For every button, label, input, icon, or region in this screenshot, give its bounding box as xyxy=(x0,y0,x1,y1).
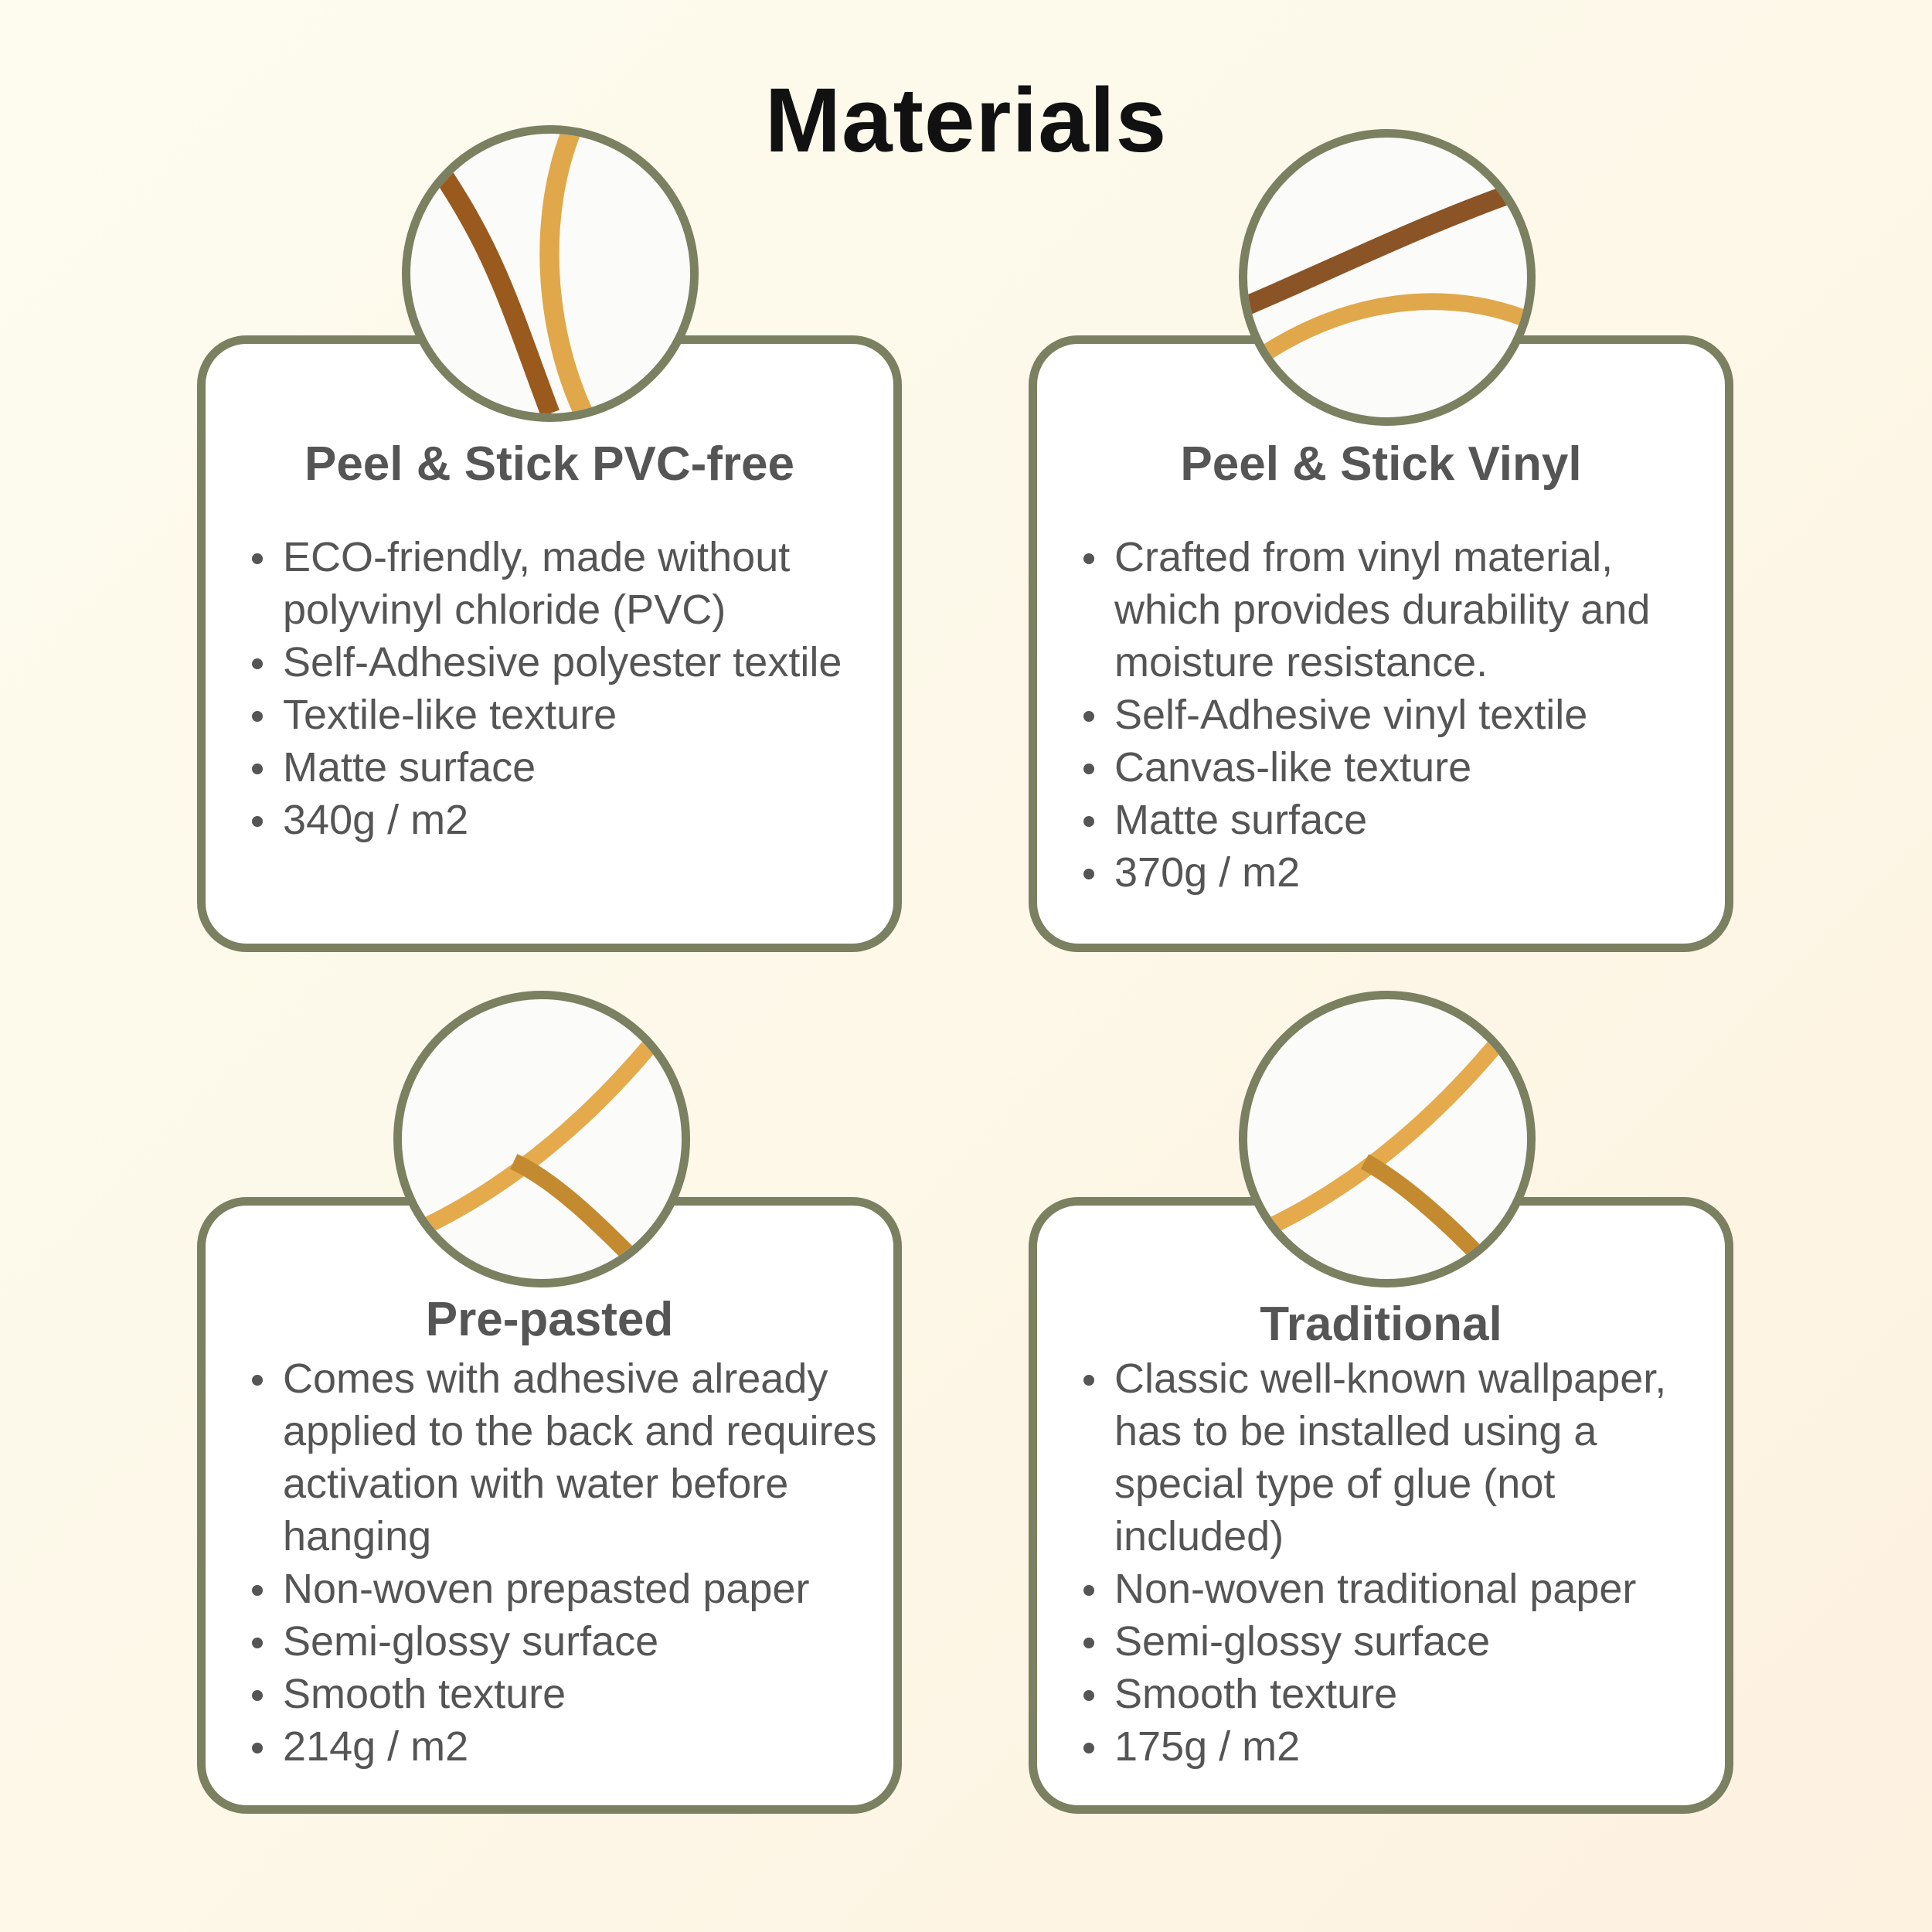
card-pre-pasted: Pre-pasted Comes with adhesive already a… xyxy=(197,1197,902,1814)
feature-list: Classic well-known wallpaper, has to be … xyxy=(1076,1352,1717,1773)
list-item: Matte surface xyxy=(244,741,909,794)
list-item: 370g / m2 xyxy=(1076,846,1709,899)
feature-list: Crafted from vinyl material, which provi… xyxy=(1076,531,1709,899)
list-item: ECO-friendly, made without polyvinyl chl… xyxy=(244,531,839,636)
list-item: Non-woven prepasted paper xyxy=(244,1563,886,1615)
list-item: 175g / m2 xyxy=(1076,1720,1717,1773)
feature-list: Comes with adhesive already applied to t… xyxy=(244,1352,886,1773)
page-title: Materials xyxy=(764,70,1168,172)
list-item: Textile-like texture xyxy=(244,689,909,741)
material-swatch-traditional xyxy=(1239,991,1536,1287)
list-item: Self-Adhesive polyester textile xyxy=(244,636,909,689)
list-item: Comes with adhesive already applied to t… xyxy=(244,1352,886,1563)
list-item: Smooth texture xyxy=(1076,1668,1717,1720)
list-item: Semi-glossy surface xyxy=(244,1615,886,1668)
card-title: Traditional xyxy=(1260,1298,1502,1351)
list-item: 340g / m2 xyxy=(244,794,909,846)
list-item: Classic well-known wallpaper, has to be … xyxy=(1076,1352,1717,1563)
material-swatch-vinyl xyxy=(1239,129,1536,426)
list-item: Canvas-like texture xyxy=(1076,741,1709,794)
list-item: Self-Adhesive vinyl textile xyxy=(1076,689,1709,741)
list-item: Crafted from vinyl material, which provi… xyxy=(1076,531,1709,689)
list-item: Smooth texture xyxy=(244,1668,886,1720)
list-item: 214g / m2 xyxy=(244,1720,886,1773)
feature-list: ECO-friendly, made without polyvinyl chl… xyxy=(244,531,909,846)
list-item: Matte surface xyxy=(1076,794,1709,846)
card-pvc-free: Peel & Stick PVC-free ECO-friendly, made… xyxy=(197,335,902,952)
card-title: Pre-pasted xyxy=(425,1293,674,1346)
card-title: Peel & Stick PVC-free xyxy=(304,437,795,491)
material-swatch-pre-pasted xyxy=(393,991,690,1287)
material-swatch-pvc-free xyxy=(402,125,699,422)
card-title: Peel & Stick Vinyl xyxy=(1180,437,1582,491)
card-vinyl: Peel & Stick Vinyl Crafted from vinyl ma… xyxy=(1029,335,1733,952)
list-item: Semi-glossy surface xyxy=(1076,1615,1717,1668)
list-item: Non-woven traditional paper xyxy=(1076,1563,1717,1615)
card-traditional: Traditional Classic well-known wallpaper… xyxy=(1029,1197,1733,1814)
